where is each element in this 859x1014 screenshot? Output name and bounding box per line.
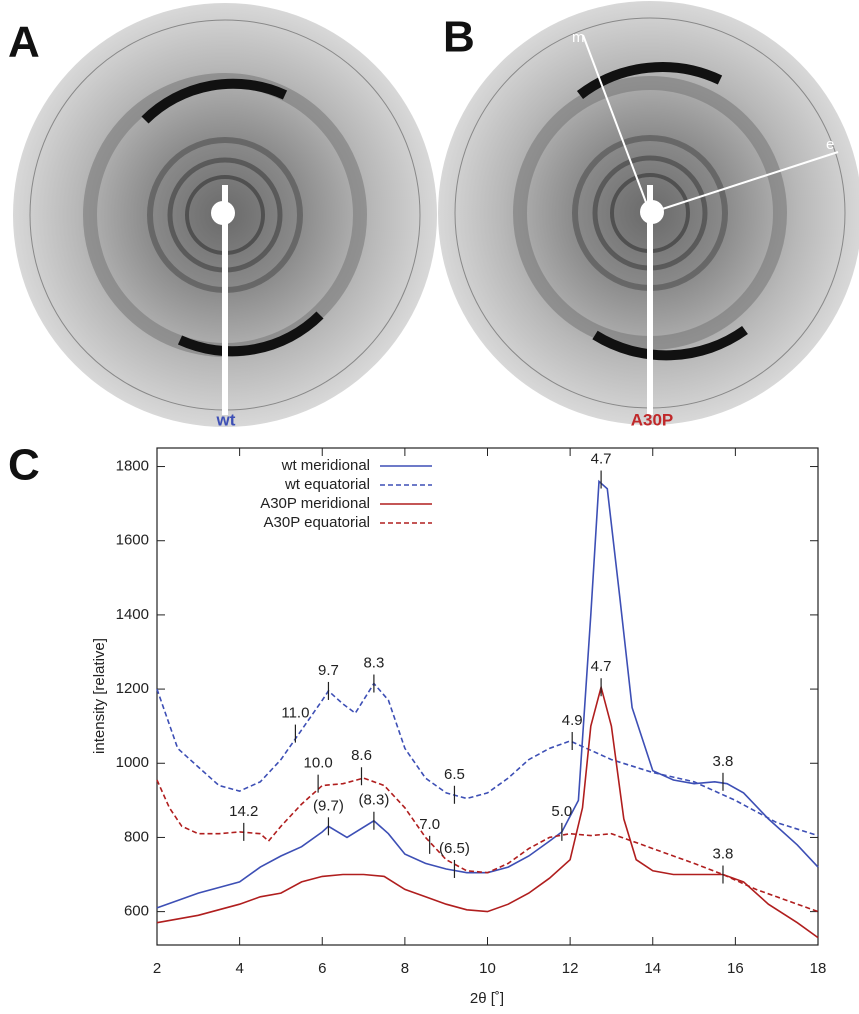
axis-label-e: e (826, 136, 834, 153)
y-tick-label: 600 (124, 903, 149, 920)
y-axis-label: intensity [relative] (91, 638, 108, 754)
y-tick-label: 1000 (116, 754, 149, 771)
peak-label: 8.6 (351, 747, 372, 764)
peak-label: 5.0 (551, 803, 572, 820)
x-tick-label: 10 (479, 960, 496, 977)
peak-label: 4.7 (591, 658, 612, 675)
y-tick-label: 1200 (116, 680, 149, 697)
legend-label: wt equatorial (284, 476, 370, 493)
panel-letter: B (443, 13, 475, 62)
x-tick-label: 8 (401, 960, 409, 977)
data-line (156, 684, 819, 939)
y-tick-label: 1400 (116, 606, 149, 623)
data-line (156, 479, 819, 909)
panel-letter: A (8, 18, 40, 67)
x-tick-label: 18 (810, 960, 827, 977)
peak-label: 3.8 (713, 753, 734, 770)
peak-label: 8.3 (363, 654, 384, 671)
diffraction-image-b (438, 1, 859, 425)
peak-label: 14.2 (229, 803, 258, 820)
peak-label: 6.5 (444, 766, 465, 783)
data-line (156, 682, 819, 837)
peak-label: 3.8 (713, 845, 734, 862)
x-tick-label: 14 (644, 960, 661, 977)
x-tick-label: 12 (562, 960, 579, 977)
legend-label: wt meridional (281, 457, 370, 474)
peak-label: 9.7 (318, 662, 339, 679)
peak-label: (8.3) (358, 792, 389, 809)
peak-label: (9.7) (313, 797, 344, 814)
x-tick-label: 2 (153, 960, 161, 977)
axis-label-m: m (572, 29, 585, 46)
peak-label: (6.5) (439, 840, 470, 857)
x-axis-label: 2θ [˚] (470, 990, 504, 1007)
y-tick-label: 800 (124, 828, 149, 845)
peak-label: 10.0 (304, 755, 333, 772)
x-tick-label: 6 (318, 960, 326, 977)
peak-label: 11.0 (281, 705, 309, 722)
y-tick-label: 1800 (116, 458, 149, 475)
peak-label: 4.7 (591, 450, 612, 467)
legend-label: A30P meridional (260, 495, 370, 512)
peak-label: 7.0 (419, 816, 440, 833)
x-tick-label: 16 (727, 960, 744, 977)
sample-label: A30P (631, 410, 674, 429)
data-line (156, 777, 819, 913)
peak-label: 4.9 (562, 712, 583, 729)
diffraction-image-a (13, 3, 437, 427)
y-tick-label: 1600 (116, 532, 149, 549)
x-tick-label: 4 (235, 960, 243, 977)
sample-label: wt (216, 410, 236, 429)
panel-letter: C (8, 441, 40, 490)
line-chart: 2θ [˚] intensity [relative] 600 800 1000 12… (91, 447, 827, 1007)
legend-label: A30P equatorial (264, 514, 370, 531)
